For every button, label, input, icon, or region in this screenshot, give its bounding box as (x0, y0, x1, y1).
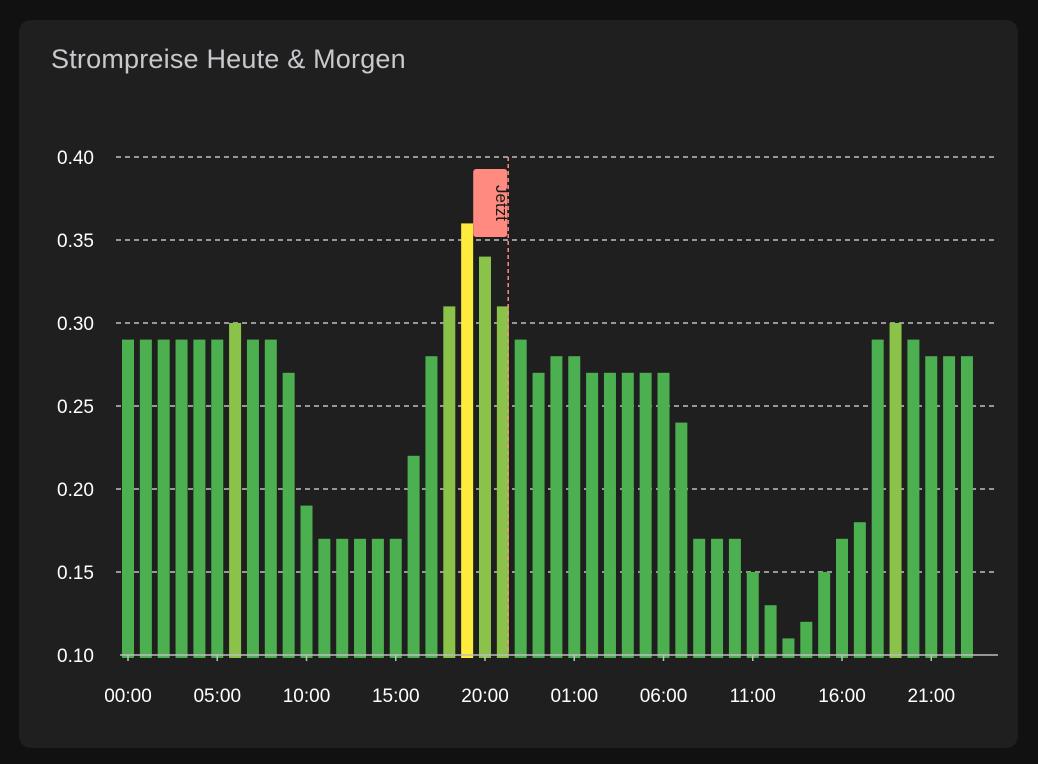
bar[interactable] (728, 538, 741, 658)
bar[interactable] (443, 306, 456, 658)
x-tick-label: 16:00 (818, 686, 866, 707)
bar[interactable] (193, 339, 206, 658)
bar[interactable] (550, 356, 563, 658)
bar[interactable] (764, 605, 777, 658)
bar[interactable] (871, 339, 884, 658)
bar[interactable] (425, 356, 438, 658)
bar[interactable] (621, 372, 634, 658)
bar[interactable] (960, 356, 973, 658)
bar[interactable] (568, 356, 581, 658)
bar[interactable] (639, 372, 652, 658)
bar[interactable] (746, 572, 759, 658)
bar[interactable] (496, 306, 509, 658)
card-title: Strompreise Heute & Morgen (51, 44, 406, 74)
y-tick-label: 0.40 (57, 148, 94, 169)
bar[interactable] (211, 339, 224, 658)
bar[interactable] (657, 372, 670, 658)
bar[interactable] (371, 538, 384, 658)
bar[interactable] (157, 339, 170, 658)
now-label: Jetzt (492, 185, 511, 221)
bar[interactable] (532, 372, 545, 658)
axes: 0.10 0.15 0.20 0.25 0.30 0.35 0.40 00:00 05:00 10… (57, 148, 998, 707)
bar[interactable] (139, 339, 152, 658)
y-tick-label: 0.20 (57, 480, 94, 501)
bar[interactable] (818, 572, 831, 658)
now-marker: Jetzt (473, 157, 511, 655)
bar[interactable] (675, 422, 688, 658)
bar[interactable] (318, 538, 331, 658)
y-tick-label: 0.15 (57, 563, 94, 584)
x-tick-label: 00:00 (104, 686, 152, 707)
bars (122, 223, 973, 658)
x-tick-label: 21:00 (907, 686, 955, 707)
now-label-box (473, 169, 508, 237)
x-tick-label: 11:00 (730, 686, 776, 707)
bar[interactable] (514, 339, 527, 658)
bar[interactable] (907, 339, 920, 658)
x-tick-label: 10:00 (283, 686, 331, 707)
bar[interactable] (122, 339, 134, 658)
bar[interactable] (282, 372, 295, 658)
bar[interactable] (300, 505, 313, 658)
bar[interactable] (586, 372, 599, 658)
bar[interactable] (407, 455, 420, 658)
x-tick-label: 01:00 (550, 686, 598, 707)
y-tick-label: 0.30 (57, 314, 94, 335)
bar[interactable] (943, 356, 956, 658)
bar[interactable] (175, 339, 188, 658)
bar[interactable] (925, 356, 938, 658)
bar[interactable] (603, 372, 616, 658)
y-tick-label: 0.25 (57, 397, 94, 418)
bar[interactable] (229, 323, 242, 658)
y-tick-label: 0.35 (57, 231, 94, 252)
bar[interactable] (836, 538, 848, 658)
bar[interactable] (246, 339, 259, 658)
bar[interactable] (479, 256, 491, 658)
bar[interactable] (693, 538, 706, 658)
x-tick-label: 06:00 (640, 686, 688, 707)
bar[interactable] (389, 538, 402, 658)
bar[interactable] (461, 223, 474, 658)
bar[interactable] (336, 538, 349, 658)
bar[interactable] (354, 538, 367, 658)
bar[interactable] (889, 323, 902, 658)
bar[interactable] (800, 621, 813, 658)
x-tick-label: 05:00 (193, 686, 241, 707)
bar[interactable] (853, 522, 866, 658)
bar[interactable] (264, 339, 277, 658)
bar[interactable] (711, 538, 724, 658)
x-tick-label: 15:00 (372, 686, 420, 707)
x-tick-label: 20:00 (461, 686, 509, 707)
y-tick-label: 0.10 (57, 646, 94, 667)
bar[interactable] (782, 638, 795, 658)
